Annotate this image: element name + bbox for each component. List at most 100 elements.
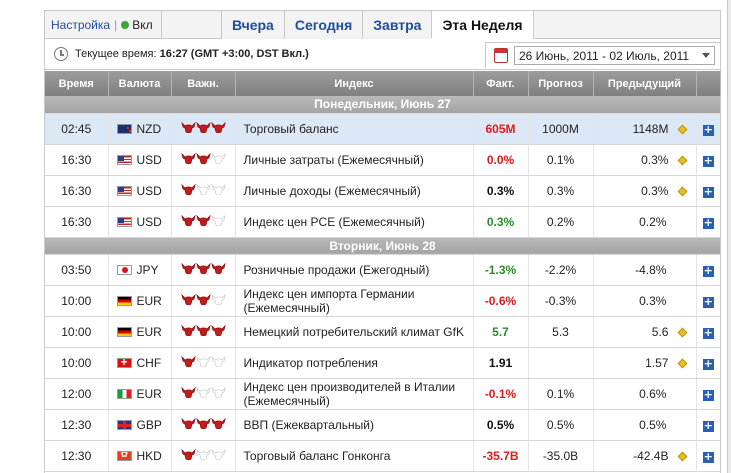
- table-row[interactable]: 02:45 NZD Торговый баланс 605M 1000M 1148M +: [45, 113, 720, 145]
- event-currency-cell: EUR: [108, 378, 172, 410]
- plus-icon[interactable]: +: [702, 184, 714, 198]
- flag-icon: [116, 185, 132, 196]
- plus-icon[interactable]: +: [702, 215, 714, 229]
- bull-icon: [195, 121, 211, 133]
- tab-this-week[interactable]: Эта Неделя: [431, 11, 534, 39]
- event-name[interactable]: Индекс цен импорта Германии (Ежемесячный…: [235, 285, 474, 317]
- event-currency-cell: USD: [108, 144, 172, 176]
- table-body: Понедельник, Июнь 27 02:45 NZD Торговый бал…: [45, 96, 720, 472]
- table-row[interactable]: 10:00 EUR Немецкий потребительский климат …: [45, 316, 720, 348]
- event-currency-cell: EUR: [108, 285, 172, 317]
- event-currency: EUR: [136, 293, 162, 308]
- table-row[interactable]: 03:50 JPY Розничные продажи (Ежегодный) -1.…: [45, 254, 720, 286]
- plus-icon[interactable]: +: [702, 387, 714, 401]
- event-previous-cell: -4.8%: [593, 254, 697, 286]
- diamond-icon: [677, 124, 687, 134]
- event-actual: -35.7B: [473, 440, 529, 472]
- flag-icon: [116, 123, 132, 134]
- event-name[interactable]: Индикатор потребления: [235, 347, 474, 379]
- col-forecast[interactable]: Прогноз: [528, 71, 594, 96]
- event-time: 12:30: [45, 409, 109, 441]
- event-actual: 1.91: [473, 347, 529, 379]
- plus-icon[interactable]: +: [702, 418, 714, 432]
- bull-icon: [210, 262, 226, 274]
- date-range-box: 26 Июнь, 2011 - 02 Июль, 2011: [485, 42, 720, 68]
- event-importance: [171, 206, 236, 238]
- tab-tomorrow[interactable]: Завтра: [362, 11, 432, 39]
- event-name[interactable]: Индекс цен производителей в Италии (Ежем…: [235, 378, 474, 410]
- event-actual: -0.6%: [473, 285, 529, 317]
- col-event[interactable]: Индекс: [235, 71, 474, 96]
- scrollbar[interactable]: [727, 0, 731, 473]
- table-row[interactable]: 12:30 HKD Торговый баланс Гонконга-35.7B-3…: [45, 440, 720, 472]
- event-currency-cell: HKD: [108, 440, 172, 472]
- plus-icon[interactable]: +: [702, 325, 714, 339]
- event-previous-cell: 0.2%: [593, 206, 697, 238]
- event-name[interactable]: ВВП (Ежеквартальный): [235, 409, 474, 441]
- event-name[interactable]: Торговый баланс: [235, 113, 474, 145]
- event-time: 10:00: [45, 285, 109, 317]
- date-range-select[interactable]: 26 Июнь, 2011 - 02 Июль, 2011: [514, 46, 715, 65]
- event-forecast: -2.2%: [528, 254, 594, 286]
- diamond-icon: [677, 358, 687, 368]
- plus-icon[interactable]: +: [702, 356, 714, 370]
- event-previous: 1.57: [645, 355, 669, 370]
- event-previous-cell: 0.3%: [593, 285, 697, 317]
- event-currency-cell: USD: [108, 175, 172, 207]
- tab-yesterday[interactable]: Вчера: [221, 11, 284, 39]
- table-row[interactable]: 16:30 USD Личные затраты (Ежемесячный) 0.0%…: [45, 144, 720, 176]
- calendar-icon[interactable]: [494, 48, 508, 63]
- event-currency: EUR: [136, 324, 162, 339]
- expand-cell: +: [696, 206, 720, 238]
- table-row[interactable]: 16:30 USD Личные доходы (Ежемесячный) 0.3% 0…: [45, 175, 720, 207]
- event-name[interactable]: Индекс цен PCE (Ежемесячный): [235, 206, 474, 238]
- event-name[interactable]: Личные доходы (Ежемесячный): [235, 175, 474, 207]
- table-row[interactable]: 12:00 EUR Индекс цен производителей в Итал…: [45, 378, 720, 410]
- col-time[interactable]: Время: [45, 71, 109, 96]
- event-previous: 0.3%: [641, 183, 669, 198]
- bull-icon: [180, 152, 196, 164]
- expand-cell: +: [696, 254, 720, 286]
- expand-cell: +: [696, 175, 720, 207]
- bull-icon: [180, 324, 196, 336]
- flag-icon: [116, 450, 132, 461]
- bull-icon: [195, 355, 211, 367]
- event-name[interactable]: Торговый баланс Гонконга: [235, 440, 474, 472]
- event-name[interactable]: Немецкий потребительский климат GfK: [235, 316, 474, 348]
- event-forecast: 0.2%: [528, 206, 594, 238]
- col-currency[interactable]: Валюта: [108, 71, 172, 96]
- settings-link[interactable]: Настройка: [51, 17, 111, 32]
- current-time: Текущее время: 16:27 (GMT +3:00, DST Вкл…: [75, 48, 309, 60]
- col-importance[interactable]: Важн.: [171, 71, 236, 96]
- event-importance: [171, 316, 236, 348]
- status-label[interactable]: Вкл: [132, 17, 153, 32]
- plus-icon[interactable]: +: [702, 153, 714, 167]
- expand-cell: +: [696, 316, 720, 348]
- table-row[interactable]: 12:30 GBP ВВП (Ежеквартальный) 0.5% 0.5% 0.5%…: [45, 409, 720, 441]
- event-currency-cell: USD: [108, 206, 172, 238]
- col-previous[interactable]: Предыдущий: [593, 71, 697, 96]
- plus-icon[interactable]: +: [702, 122, 714, 136]
- plus-icon[interactable]: +: [702, 449, 714, 463]
- bull-icon: [195, 324, 211, 336]
- plus-icon[interactable]: +: [702, 294, 714, 308]
- bull-icon: [195, 417, 211, 429]
- bull-icon: [210, 324, 226, 336]
- event-time: 02:45: [45, 113, 109, 145]
- bull-icon: [180, 121, 196, 133]
- flag-icon: [116, 154, 132, 165]
- table-row[interactable]: 16:30 USD Индекс цен PCE (Ежемесячный) 0.3%…: [45, 206, 720, 238]
- event-time: 12:00: [45, 378, 109, 410]
- event-name[interactable]: Розничные продажи (Ежегодный): [235, 254, 474, 286]
- diamond-icon: [677, 451, 687, 461]
- tab-today[interactable]: Сегодня: [283, 11, 363, 39]
- plus-icon[interactable]: +: [702, 263, 714, 277]
- chevron-down-icon: [702, 53, 710, 58]
- event-previous-cell: 1.57: [593, 347, 697, 379]
- col-actual[interactable]: Факт.: [473, 71, 529, 96]
- event-name[interactable]: Личные затраты (Ежемесячный): [235, 144, 474, 176]
- event-importance: [171, 440, 236, 472]
- table-row[interactable]: 10:00 EUR Индекс цен импорта Германии (Еже…: [45, 285, 720, 317]
- event-importance: [171, 144, 236, 176]
